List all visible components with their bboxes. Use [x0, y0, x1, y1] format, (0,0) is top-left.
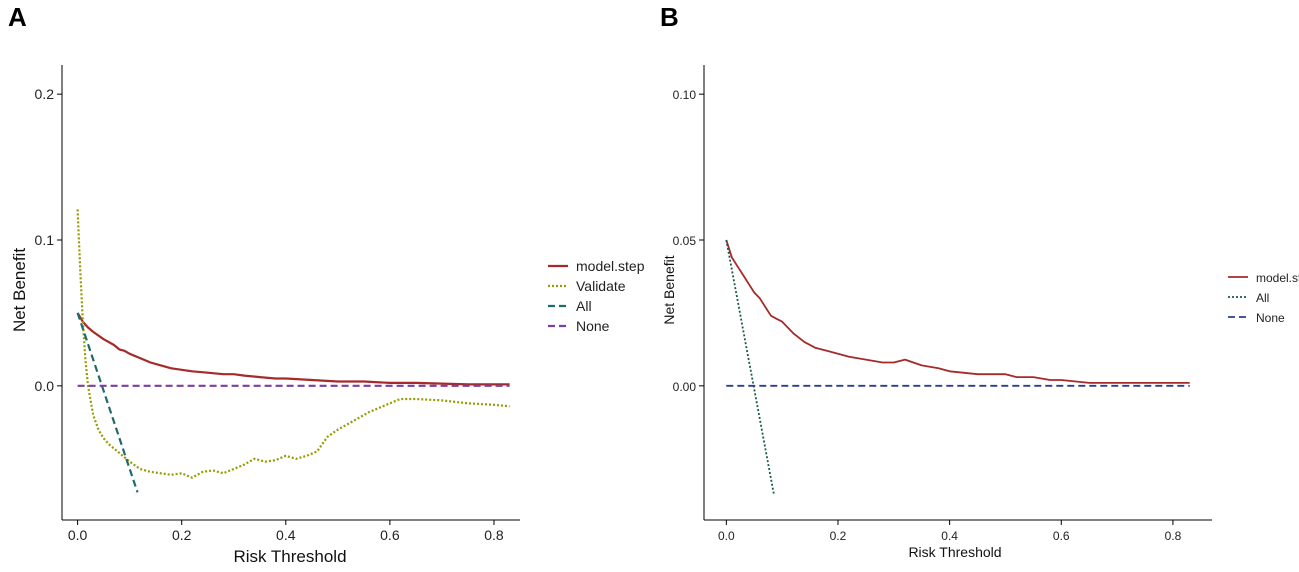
panel-a-label: A	[8, 2, 27, 32]
panel-b-legend-label-all: All	[1256, 291, 1269, 305]
panel-a-legend-label-model-step: model.step	[576, 258, 645, 274]
panel-a-legend: model.step Validate All None	[548, 258, 645, 334]
panel-a-y-tick-label: 0.1	[35, 232, 55, 248]
panel-a-series-all-line	[76, 312, 139, 493]
panel-a-series-validate-line	[76, 209, 510, 479]
panel-b-legend-label-none: None	[1256, 311, 1285, 325]
panel-a-ticks: 0.0 0.2 0.4 0.6 0.8 0.0 0.1 0.2	[35, 65, 520, 543]
panel-b-series-all-line	[725, 239, 775, 494]
panel-b-legend: model.step All None	[1228, 271, 1299, 325]
panel-a-x-axis-title: Risk Threshold	[233, 547, 346, 566]
panel-a-x-tick-label: 0.6	[380, 527, 400, 543]
panel-a-legend-label-none: None	[576, 318, 610, 334]
panel-a-chart: A 0.0 0.2 0.4 0.6 0.8 0.0 0.1 0.2 Risk Threshol…	[8, 2, 645, 566]
panel-b-y-tick-label: 0.10	[673, 88, 697, 102]
panel-b-x-axis-title: Risk Threshold	[908, 544, 1001, 560]
panel-b-ticks: 0.0 0.2 0.4 0.6 0.8 0.00 0.05 0.10	[673, 65, 1212, 543]
panel-b-label: B	[660, 2, 679, 32]
panel-a-y-tick-label: 0.0	[35, 378, 55, 394]
panel-a-y-axis-title: Net Benefit	[10, 248, 29, 332]
panel-b-y-tick-label: 0.05	[673, 234, 697, 248]
panel-a-legend-label-validate: Validate	[576, 278, 626, 294]
panel-b-chart: B 0.0 0.2 0.4 0.6 0.8 0.00 0.05 0.10 Risk Thres…	[660, 2, 1299, 560]
panel-a-x-tick-label: 0.0	[68, 527, 88, 543]
panel-a-series-model-step-line	[76, 312, 510, 386]
panel-a-legend-label-all: All	[576, 298, 592, 314]
panel-b-plot-area	[725, 239, 1190, 494]
panel-b-series-model-step-line	[725, 239, 1190, 384]
panel-b-y-tick-label: 0.00	[673, 380, 697, 394]
panel-b-x-tick-label: 0.8	[1165, 529, 1182, 543]
panel-b-x-tick-label: 0.0	[718, 529, 735, 543]
panel-a-plot-area	[76, 209, 510, 493]
panel-b-x-tick-label: 0.2	[830, 529, 847, 543]
panel-a-x-tick-label: 0.4	[276, 527, 296, 543]
panel-b-x-tick-label: 0.6	[1053, 529, 1070, 543]
panel-b-legend-label-model-step: model.step	[1256, 271, 1299, 285]
panel-a-x-tick-label: 0.2	[172, 527, 192, 543]
panel-b-x-tick-label: 0.4	[941, 529, 958, 543]
panel-a-x-tick-label: 0.8	[484, 527, 504, 543]
panel-a-y-tick-label: 0.2	[35, 86, 55, 102]
panel-b-y-axis-title: Net Benefit	[661, 255, 677, 324]
